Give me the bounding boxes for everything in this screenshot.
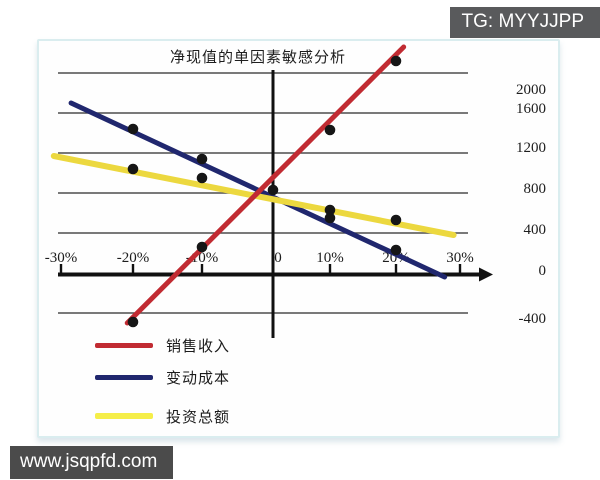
legend-label-sales-revenue: 销售收入 (166, 338, 231, 355)
series-line-sales-revenue (124, 44, 407, 326)
legend-item-variable-cost: 变动成本 (95, 368, 231, 387)
data-point-total-investment (196, 172, 208, 184)
x-axis-label: 10% (316, 250, 344, 266)
data-point-total-investment (390, 214, 402, 226)
legend-label-total-investment: 投资总额 (166, 409, 231, 426)
data-point-sales-revenue (390, 55, 402, 67)
y-axis-label: 2000 (516, 82, 546, 98)
legend-swatch-total-investment (95, 413, 153, 419)
data-point-total-investment (127, 163, 139, 175)
x-axis-label: 30% (446, 250, 474, 266)
x-axis-label: 20% (382, 250, 410, 266)
legend-label-variable-cost: 变动成本 (166, 370, 231, 387)
legend-item-sales-revenue: 销售收入 (95, 336, 231, 355)
legend-swatch-variable-cost (95, 374, 153, 380)
legend-item-total-investment: 投资总额 (95, 407, 231, 426)
x-axis-label: -30% (45, 250, 78, 266)
data-point-variable-cost (324, 212, 336, 224)
data-point-sales-revenue (324, 124, 336, 136)
tg-watermark-badge: TG: MYYJJPP (449, 7, 600, 38)
data-point-variable-cost (267, 184, 279, 196)
y-axis-label: 400 (524, 222, 547, 238)
legend-swatch-sales-revenue (95, 342, 153, 348)
y-axis-label: 1600 (516, 101, 546, 117)
data-point-total-investment (324, 204, 336, 216)
data-point-variable-cost (196, 153, 208, 165)
data-point-sales-revenue (127, 316, 139, 328)
data-point-sales-revenue (196, 241, 208, 253)
chart-title: 净现值的单因素敏感分析 (169, 50, 346, 66)
y-axis-label: 1200 (516, 140, 546, 156)
site-watermark-badge: www.jsqpfd.com (10, 446, 174, 479)
x-axis-label: -20% (117, 250, 150, 266)
y-axis-label: 800 (524, 181, 547, 197)
x-axis-label: 0 (274, 250, 282, 266)
data-point-variable-cost (390, 244, 402, 256)
y-axis-label: -400 (519, 311, 547, 327)
y-axis-label: 0 (539, 263, 547, 279)
chart-panel (37, 39, 560, 438)
x-axis-arrow-icon (479, 267, 493, 282)
data-point-variable-cost (127, 123, 139, 135)
